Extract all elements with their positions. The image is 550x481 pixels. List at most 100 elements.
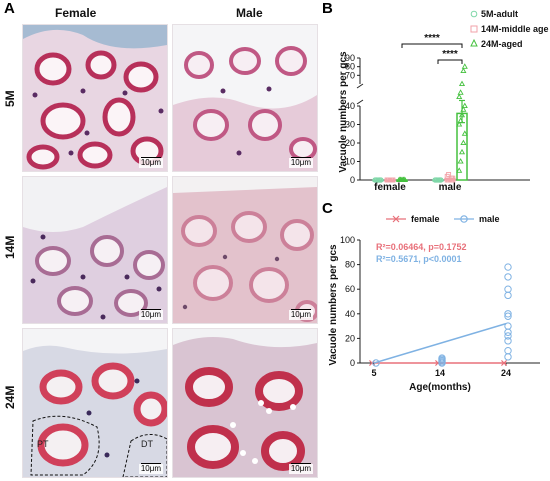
micrograph-female-14m: 10μm xyxy=(22,176,168,324)
point-male xyxy=(504,273,512,281)
x-tick-label: 5 xyxy=(371,368,376,378)
legend-marker-triangle xyxy=(470,38,478,47)
point-24m xyxy=(456,93,463,100)
legend-label-2: 24M-aged xyxy=(481,39,523,49)
point-24m xyxy=(461,102,468,109)
scale-bar: 10μm xyxy=(288,309,313,320)
micrograph-male-24m: 10μm xyxy=(172,328,318,478)
point-24m xyxy=(456,167,463,173)
chart-b: Vacuole numbers per gcs 010203040708090 … xyxy=(338,9,549,193)
y-tick-label: 80 xyxy=(345,260,355,270)
axis-break xyxy=(356,99,364,105)
column-header-male: Male xyxy=(236,6,263,20)
point-24m xyxy=(457,117,464,123)
xtick-male: male xyxy=(439,182,462,193)
point-14m xyxy=(450,177,456,183)
y-tick-label: 20 xyxy=(345,138,355,148)
point-24m xyxy=(460,139,467,146)
point-male xyxy=(504,353,512,361)
y-tick-label: 60 xyxy=(345,284,355,294)
legend-marker-circle xyxy=(460,215,468,223)
y-tick-label: 70 xyxy=(345,70,355,80)
point-24m xyxy=(457,158,464,164)
sig-bracket-sex xyxy=(401,43,463,48)
micrograph-male-14m: 10μm xyxy=(172,176,318,324)
point-24m xyxy=(460,106,467,112)
point-24m xyxy=(458,80,466,87)
pt-annotation: PT xyxy=(37,439,49,449)
fit-line-male xyxy=(373,322,507,364)
panel-c-letter: C xyxy=(322,200,333,217)
point-24m xyxy=(460,67,467,74)
panel-a-letter: A xyxy=(4,0,15,17)
point-male xyxy=(504,263,512,271)
scale-bar: 10μm xyxy=(288,157,313,168)
legend-label-female: female xyxy=(411,214,440,224)
scale-bar: 10μm xyxy=(138,157,163,168)
legend-label-1: 14M-middle age xyxy=(481,24,549,34)
y-tick-label: 90 xyxy=(345,53,355,63)
scale-bar: 10μm xyxy=(138,463,163,474)
micrograph-male-5m: 10μm xyxy=(172,24,318,172)
point-24m xyxy=(456,121,463,127)
column-header-female: Female xyxy=(55,6,97,20)
legend-marker-square xyxy=(470,25,478,33)
x-tick-label: 24 xyxy=(501,368,511,378)
point-female xyxy=(501,360,507,366)
point-5m xyxy=(378,177,384,183)
legend-marker-x xyxy=(392,215,400,223)
point-male xyxy=(372,359,380,367)
ylabel-c: Vacuole numbers per gcs xyxy=(328,244,339,366)
point-male xyxy=(504,337,512,345)
y-tick-label: 10 xyxy=(345,157,355,167)
scale-bar: 10μm xyxy=(138,309,163,320)
sig-bracket-age xyxy=(437,59,463,64)
point-14m xyxy=(446,171,452,177)
stats-male: R²=0.5671, p<0.0001 xyxy=(376,254,462,264)
row-label-24m: 24M xyxy=(3,385,17,409)
row-label-5m: 5M xyxy=(3,90,17,107)
micrograph-female-24m: PT DT 10μm xyxy=(22,328,168,478)
row-label-14m: 14M xyxy=(3,235,17,259)
micrograph-female-5m: 10μm xyxy=(22,24,168,172)
point-24m xyxy=(458,148,466,155)
legend-marker-circle xyxy=(470,10,478,18)
legend-label-male: male xyxy=(479,214,500,224)
y-tick-label: 30 xyxy=(345,120,355,130)
chart-c: Vacuole numbers per gcs Age(months) 0 20 4… xyxy=(328,214,540,393)
point-male xyxy=(504,332,512,340)
ylabel-b: Vacuole numbers per gcs xyxy=(338,51,349,173)
legend-label-0: 5M-adult xyxy=(481,9,518,19)
point-male xyxy=(504,322,512,330)
y-tick-label: 20 xyxy=(345,333,355,343)
panel-b-letter: B xyxy=(322,0,333,17)
y-tick-label: 40 xyxy=(345,101,355,111)
sig-label: **** xyxy=(442,49,458,60)
y-tick-label: 0 xyxy=(350,175,355,185)
point-24m xyxy=(401,176,408,183)
point-24m xyxy=(461,63,468,69)
point-male xyxy=(504,310,512,318)
point-24m xyxy=(461,130,468,136)
y-tick-label: 80 xyxy=(345,62,355,72)
sig-label: **** xyxy=(424,33,440,44)
point-male xyxy=(504,285,512,293)
point-24m xyxy=(457,89,464,95)
point-24m xyxy=(458,111,466,118)
xtick-female: female xyxy=(374,182,406,193)
x-tick-label: 14 xyxy=(435,368,445,378)
point-male xyxy=(438,354,446,362)
point-14m xyxy=(390,177,396,183)
stats-female: R²=0.06464, p=0.1752 xyxy=(376,242,467,252)
point-male xyxy=(504,291,512,300)
point-male xyxy=(504,347,512,355)
point-male xyxy=(504,312,512,320)
dt-annotation: DT xyxy=(141,439,153,449)
point-5m xyxy=(438,177,444,183)
scale-bar: 10μm xyxy=(288,463,313,474)
y-tick-label: 100 xyxy=(340,235,355,245)
y-tick-label: 40 xyxy=(345,309,355,319)
y-tick-label: 0 xyxy=(350,358,355,368)
xlabel-c: Age(months) xyxy=(409,382,471,393)
axis-break xyxy=(356,83,364,89)
